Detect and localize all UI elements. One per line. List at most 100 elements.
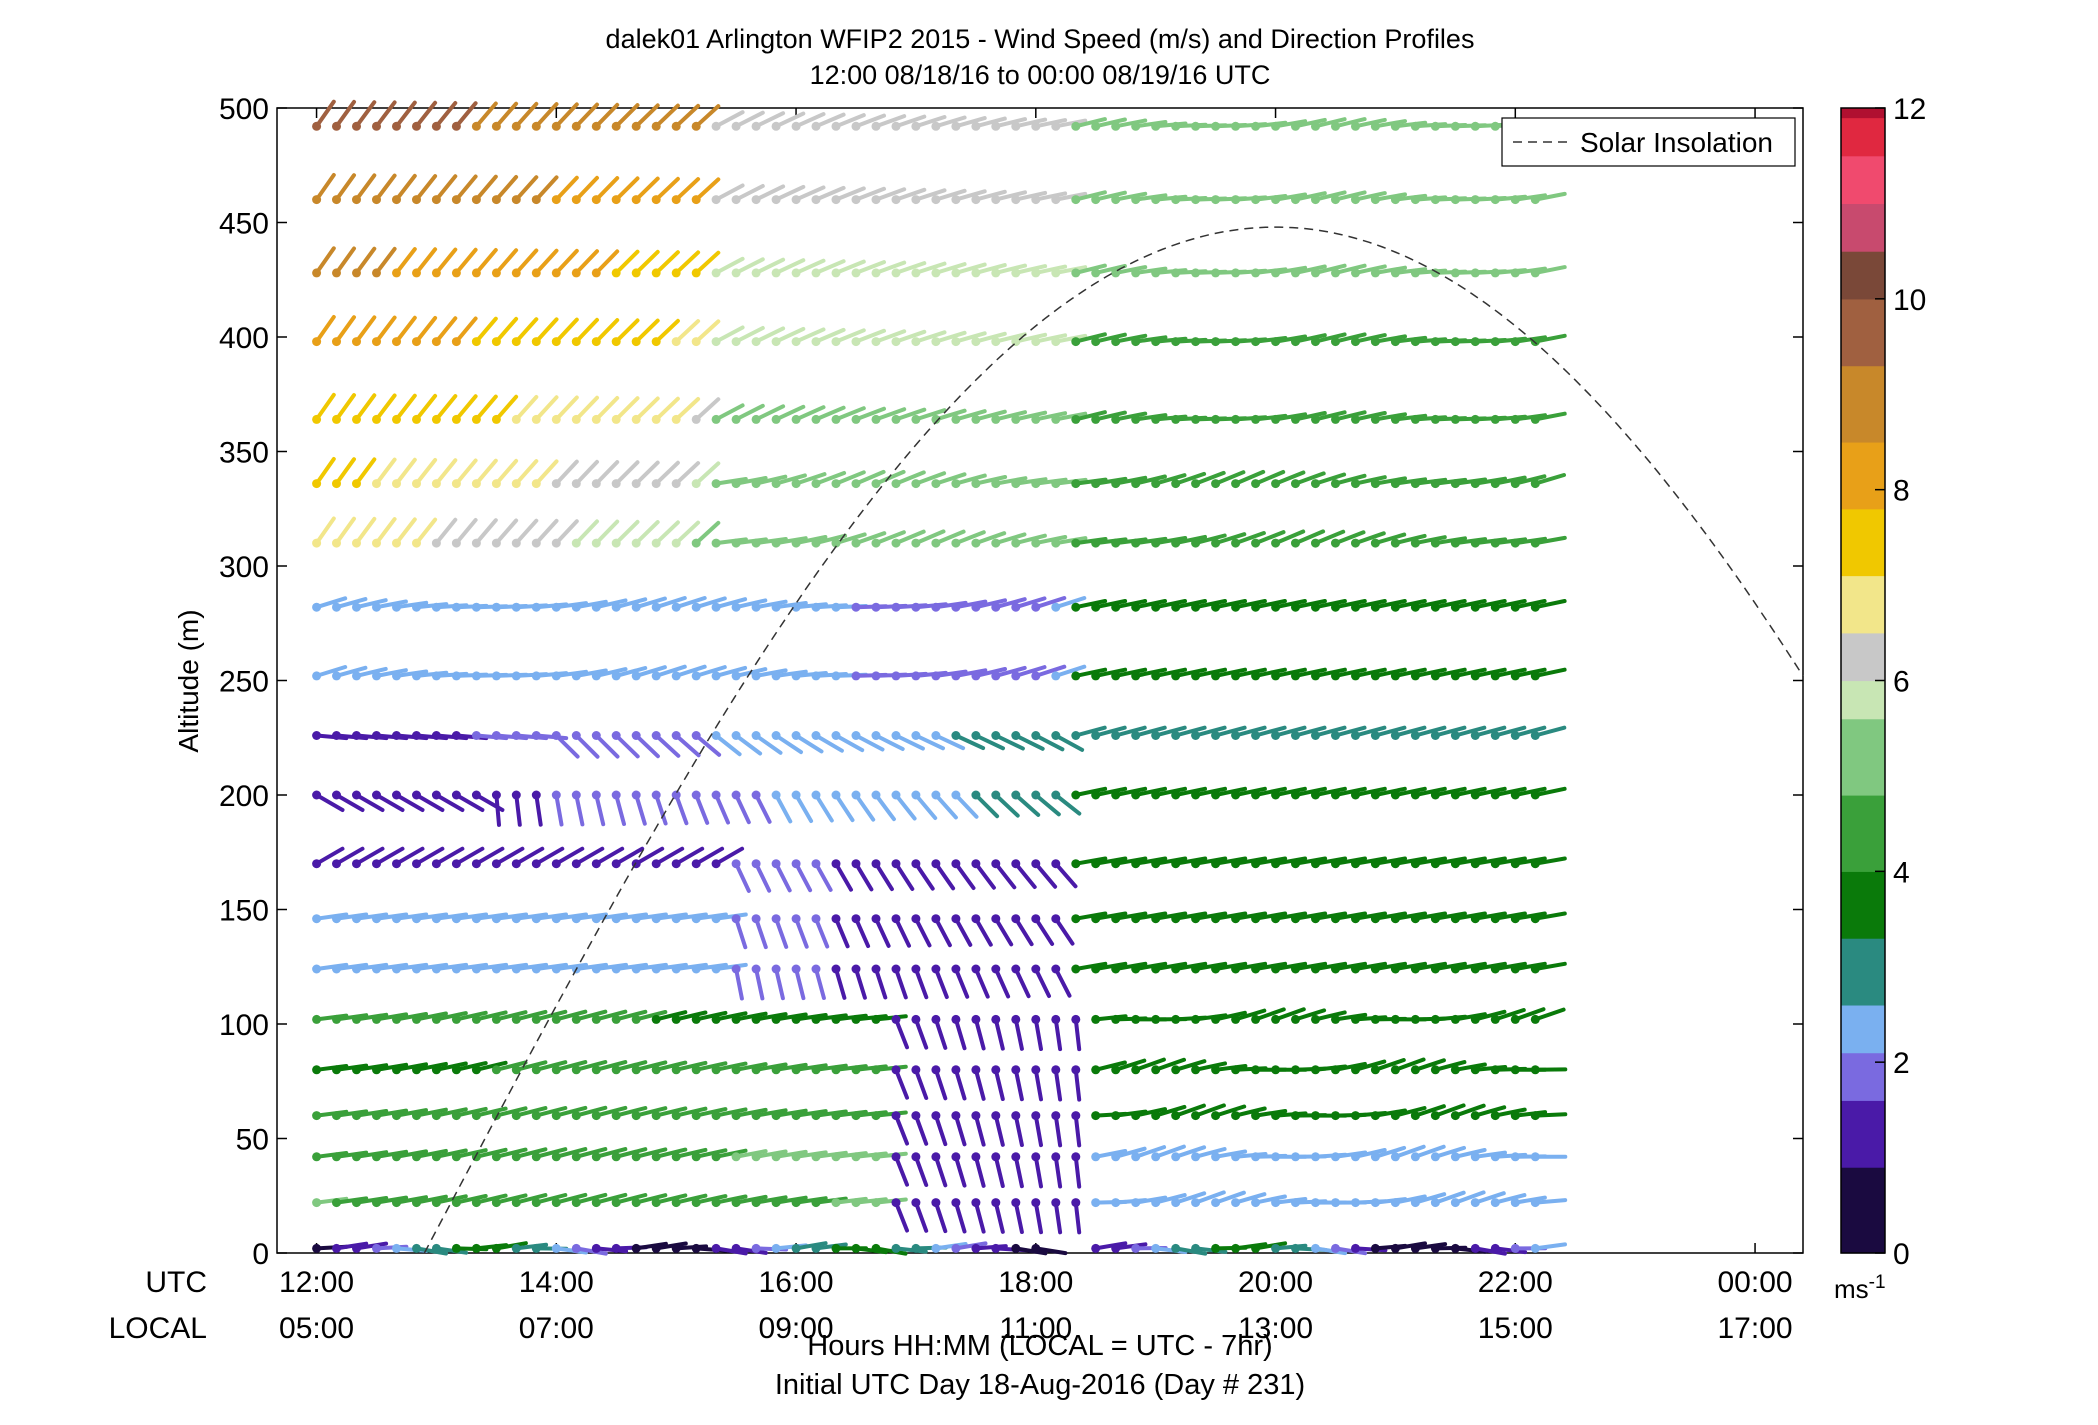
wind-barb-dot [1131,1111,1141,1121]
wind-barb-shaft [514,1009,548,1022]
wind-barb-shaft [534,793,543,827]
wind-barb-shaft [654,664,687,678]
wind-barb-shaft [874,1151,908,1159]
wind-barb-shaft [1093,537,1128,546]
wind-barb-dot [1430,602,1440,612]
wind-barb-shaft [1393,1106,1427,1118]
wind-barb-shaft [1173,725,1207,738]
wind-barb-shaft [714,110,745,129]
wind-barb-shaft [554,395,579,422]
wind-barb-shaft [1473,961,1507,971]
wind-barb-dot [1450,121,1460,131]
wind-barb-shaft [594,793,606,827]
wind-barb-dot [1351,964,1360,974]
wind-barb-shaft [1133,120,1168,129]
wind-barb-shaft [754,404,786,422]
wind-barb-shaft [834,470,866,486]
wind-barb-shaft [854,1151,888,1159]
wind-barb-shaft [973,531,1007,546]
colorbar-segment [1841,308,1885,319]
wind-barb-dot [751,1152,761,1162]
wind-barb-shaft [1033,333,1068,344]
wind-barb-dot [1111,337,1121,347]
wind-barb-shaft [694,733,722,757]
wind-barb-shaft [574,962,608,971]
wind-barb-dot [771,602,781,612]
wind-barb-shaft [674,1010,708,1022]
wind-barb-dot [451,790,461,800]
wind-barb-shaft [1073,1200,1082,1235]
wind-barb-dot [691,1065,701,1075]
wind-barb-dot [1031,602,1041,612]
wind-barb-dot [1331,538,1340,548]
wind-barb-shaft [454,1106,488,1118]
wind-barb-dot [851,268,861,278]
wind-barb-dot [1131,121,1141,131]
wind-barb-dot [1390,731,1400,740]
wind-barb-shaft [1213,1149,1248,1159]
wind-barb-dot [431,268,441,278]
wind-barb-shaft [774,326,806,344]
wind-barb-shaft [434,846,465,866]
wind-barb-shaft [1213,532,1247,546]
wind-barb-dot [571,337,581,347]
wind-barb-dot [1031,1152,1041,1162]
wind-barb-shaft [334,597,368,610]
wind-barb-dot [1151,859,1161,869]
wind-barb-shaft [874,861,894,892]
wind-barb-shaft [1313,725,1347,738]
wind-barb-dot [1450,602,1460,612]
wind-barb-shaft [1133,1145,1167,1159]
wind-barb-dot [771,1014,781,1024]
wind-barb-dot [631,790,641,800]
wind-barb-shaft [1473,1191,1506,1205]
wind-barb-dot [1271,790,1281,800]
wind-barb-shaft [1133,193,1168,202]
wind-barb-dot [1490,602,1500,612]
x-axis-label: Hours HH:MM (LOCAL = UTC - 7hr) [807,1330,1272,1362]
wind-barb-shaft [434,316,458,344]
wind-barb-dot [891,268,901,278]
wind-barb-shaft [1133,474,1167,486]
wind-barb-dot [1151,671,1161,681]
wind-barb-dot [971,1152,981,1162]
wind-barb-dot [1430,964,1440,974]
wind-barb-dot [611,1152,621,1162]
wind-barb-shaft [1013,1246,1048,1256]
wind-barb-dot [1351,414,1360,424]
wind-barb-dot [1151,1065,1161,1075]
wind-barb-dot [1091,479,1101,489]
wind-barb-dot [392,195,401,205]
wind-barb-shaft [1093,117,1127,129]
wind-barb-dot [1450,1111,1460,1121]
wind-barb-shaft [574,459,599,486]
wind-barb-dot [1071,1014,1081,1024]
wind-barb-dot [931,731,941,740]
wind-barb-shaft [1133,1057,1166,1072]
wind-barb-dot [1351,538,1360,548]
colorbar-segment [1841,461,1885,472]
wind-barb-dot [1390,538,1400,548]
wind-barb-dot [851,121,861,131]
wind-barb-dot [711,1111,721,1121]
wind-barb-shaft [1533,1198,1568,1205]
wind-barb-dot [711,1243,721,1253]
wind-barb-dot [791,859,801,869]
wind-barb-shaft [1213,1104,1247,1118]
wind-barb-shaft [1373,265,1407,275]
wind-barb-dot [1470,964,1480,974]
wind-barb-dot [1151,1198,1161,1208]
wind-barb-dot [431,790,441,800]
wind-barb-shaft [454,1010,488,1022]
wind-barb-shaft [374,246,397,275]
wind-barb-dot [1171,479,1181,489]
wind-barb-shaft [913,408,947,422]
wind-barb-dot [971,914,981,924]
wind-barb-shaft [754,537,788,546]
wind-barb-dot [1111,195,1121,205]
wind-barb-shaft [394,1149,428,1159]
wind-barb-dot [1510,914,1520,924]
x-tick-label-utc: 00:00 [1718,1266,1793,1299]
wind-barb-shaft [494,175,519,202]
wind-barb-dot [931,337,941,347]
